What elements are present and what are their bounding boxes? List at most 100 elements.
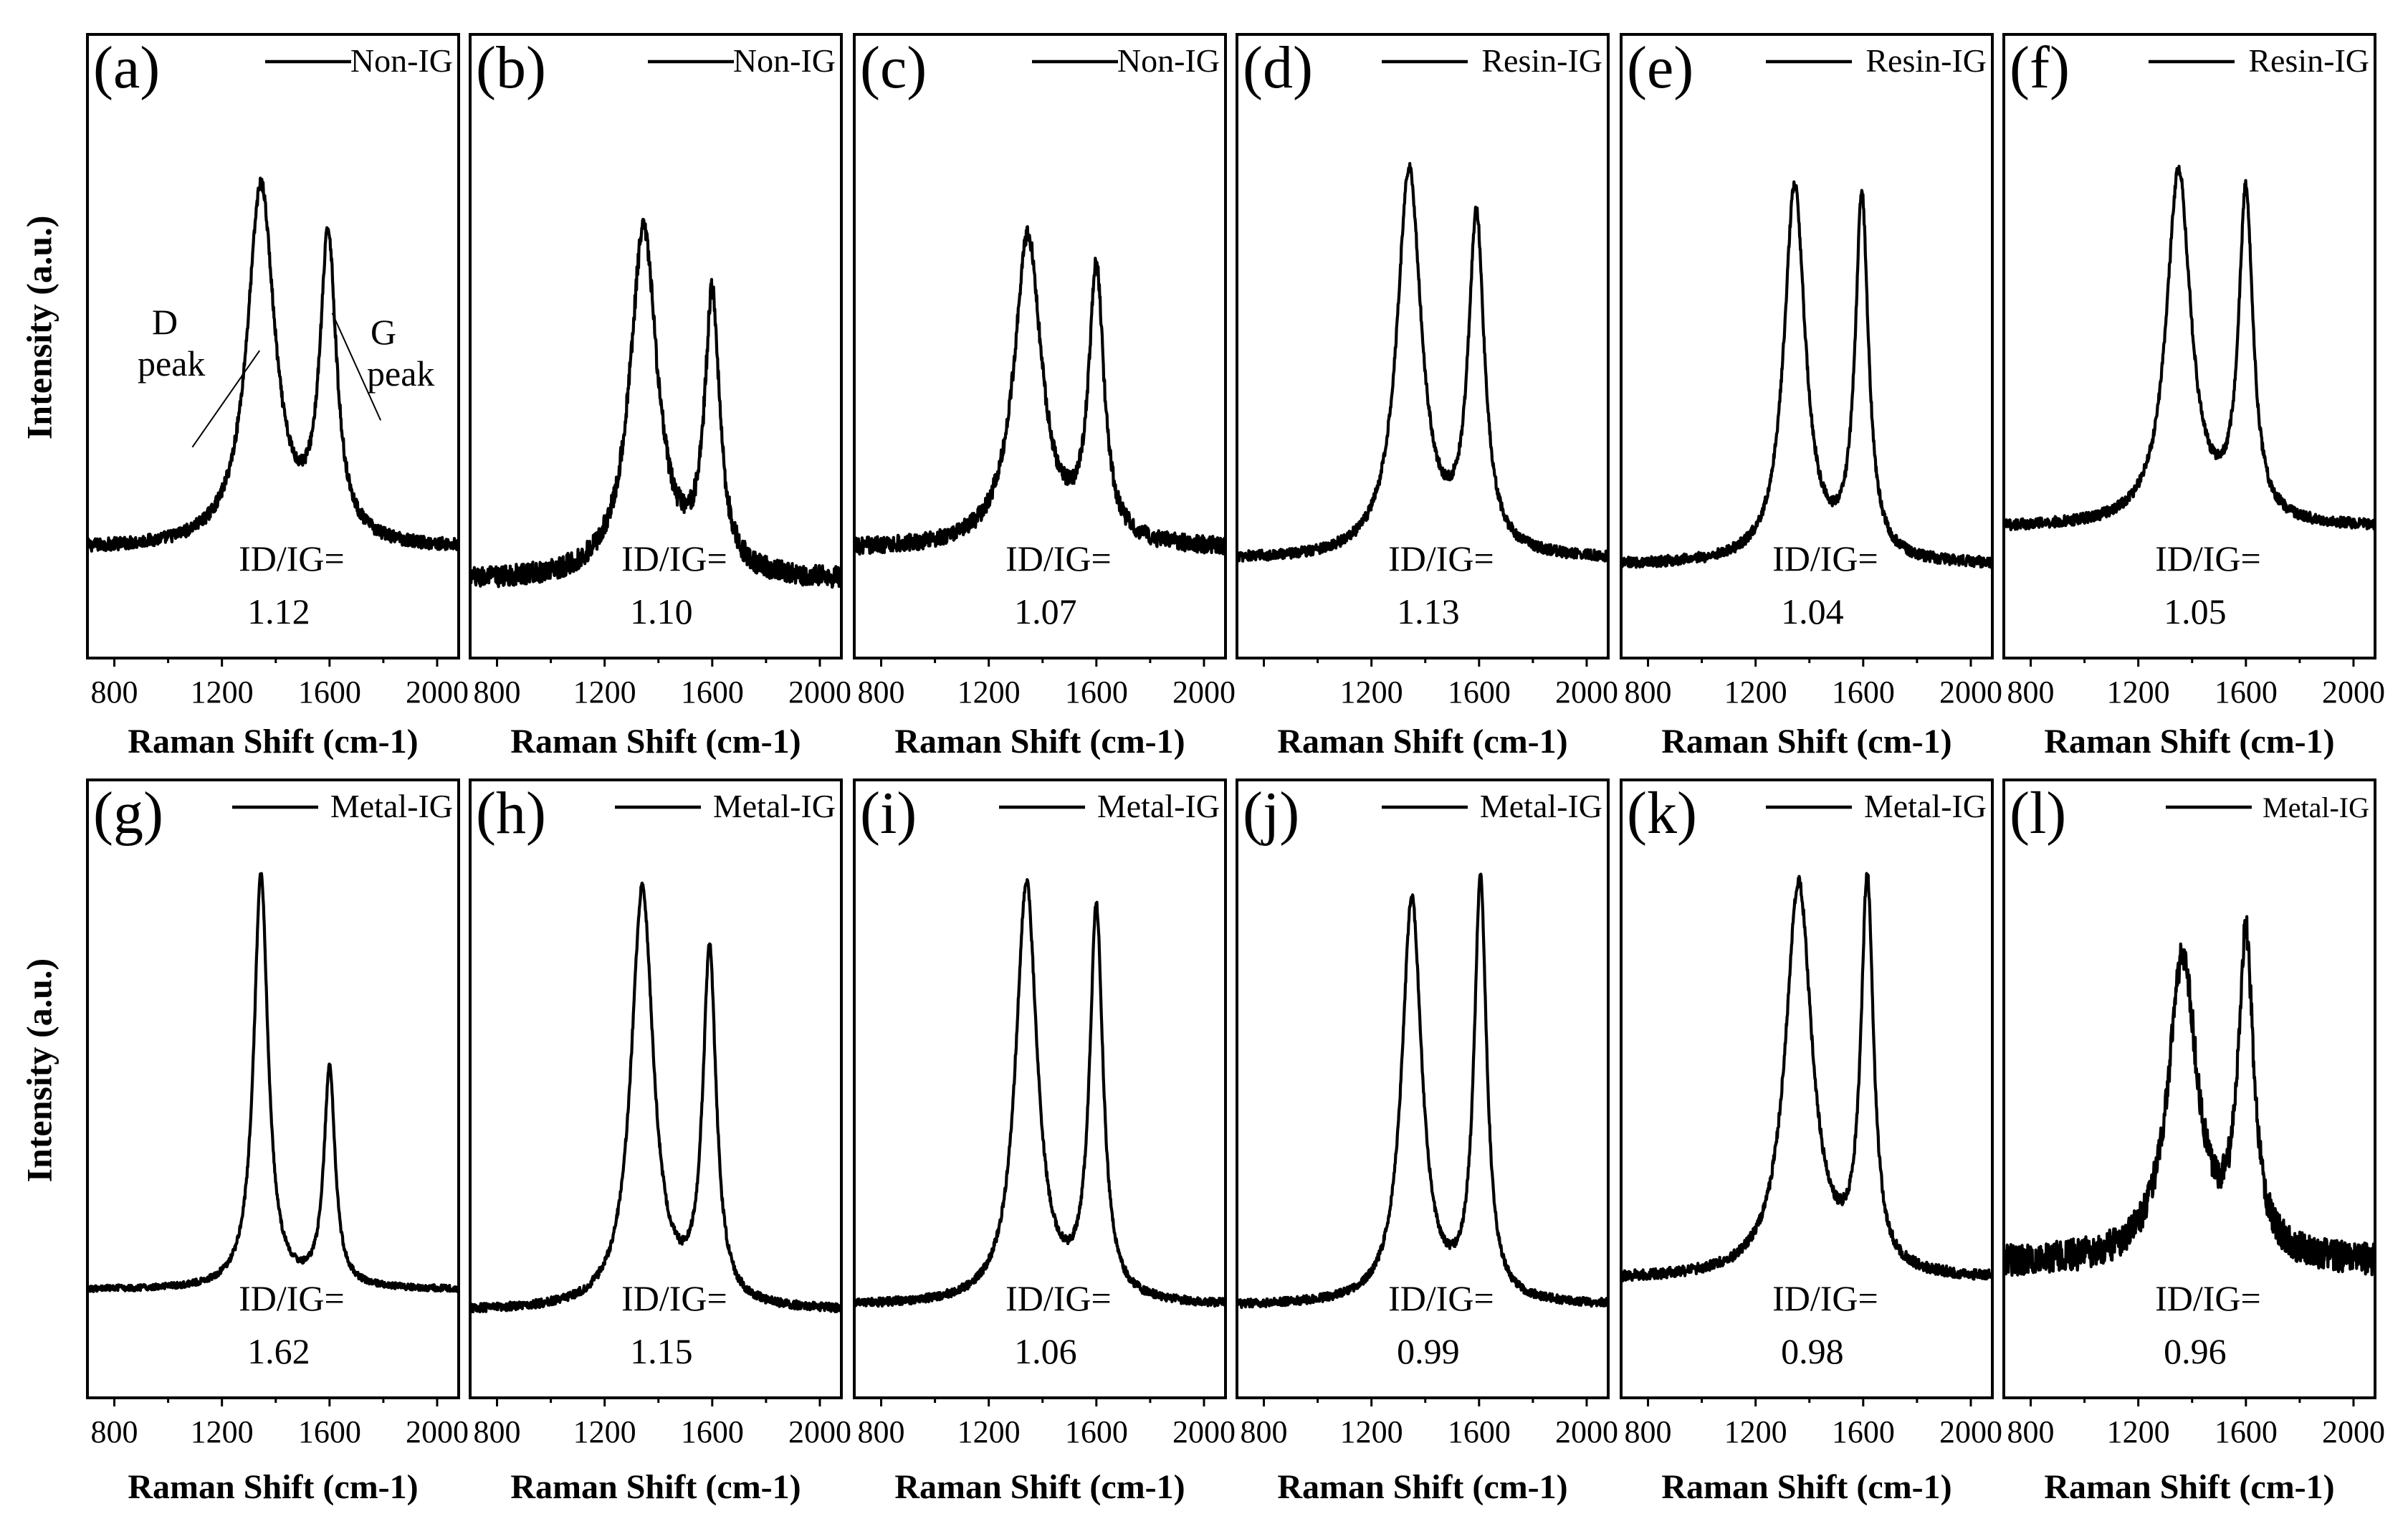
x-axis-label-text: Raman Shift (cm-1) <box>128 723 418 761</box>
spectrum-line <box>853 225 1227 556</box>
panel-a: (a) Non-IG ID/IG= 1.12 800 1200 1600 2000 Raman … <box>86 33 469 761</box>
legend-label: Metal-IG <box>1864 788 1987 824</box>
spectrum-line <box>2002 164 2376 532</box>
x-tick-label: 2000 <box>788 675 851 710</box>
spectrum-line <box>1620 872 1994 1282</box>
x-axis-label: Raman Shift (cm-1) <box>510 723 801 761</box>
ratio-label: ID/IG= <box>1005 538 1112 578</box>
x-axis-label-text: Raman Shift (cm-1) <box>1277 1468 1567 1506</box>
ratio-value: 1.12 <box>247 591 310 632</box>
x-tick-label: 1600 <box>1448 675 1511 710</box>
panel-letter: (k) <box>1627 780 1697 847</box>
panel-frame <box>86 33 460 659</box>
panel-frame <box>853 778 1227 1399</box>
x-axis-label: Raman Shift (cm-1) <box>2044 723 2334 761</box>
panel-l: (l) Metal-IG ID/IG= 0.96 800 1200 1600 2000 Rama… <box>2002 778 2385 1506</box>
x-tick-label: 800 <box>2007 1414 2055 1449</box>
ratio-value: 1.07 <box>1014 591 1077 632</box>
panel-frame <box>86 778 460 1399</box>
panel-letter: (a) <box>93 34 160 101</box>
x-tick-label: 2000 <box>1555 1414 1618 1449</box>
spectrum-line <box>1620 180 1994 569</box>
panel-d: (d) Resin-IG ID/IG= 1.13 1200 1600 2000 Raman S… <box>1236 33 1618 761</box>
x-tick-label: 800 <box>1625 1414 1672 1449</box>
x-tick-label: 1200 <box>573 675 636 710</box>
x-tick-label: 800 <box>91 1414 138 1449</box>
spectrum-line <box>2002 915 2376 1277</box>
x-tick-label: 1200 <box>1724 1414 1787 1449</box>
x-tick-label: 2000 <box>1939 1414 2002 1449</box>
panel-j: (j) Metal-IG ID/IG= 0.99 800 1200 1600 2000 Rama… <box>1236 778 1618 1506</box>
ratio-value: 1.62 <box>247 1331 310 1371</box>
x-tick-label: 2000 <box>406 675 469 710</box>
x-axis-label-text: Raman Shift (cm-1) <box>2044 1468 2334 1506</box>
y-axis-label: Intensity (a.u.) <box>19 958 59 1183</box>
x-axis-label-text: Raman Shift (cm-1) <box>510 1468 801 1506</box>
legend-label: Non-IG <box>733 42 836 79</box>
x-axis-label: Raman Shift (cm-1) <box>510 1468 801 1506</box>
panel-e: (e) Resin-IG ID/IG= 1.04 800 1200 1600 2000 Rama… <box>1620 33 2002 761</box>
x-tick-label: 800 <box>858 675 905 710</box>
ratio-label: ID/IG= <box>239 1278 345 1318</box>
panel-letter: (d) <box>1243 34 1313 101</box>
x-tick-label: 1600 <box>1832 675 1895 710</box>
x-tick-label: 1600 <box>2214 675 2278 710</box>
x-tick-label: 1600 <box>1065 1414 1128 1449</box>
ratio-label: ID/IG= <box>1772 1278 1878 1318</box>
x-tick-label: 1600 <box>2214 1414 2278 1449</box>
panel-c: (c) Non-IG ID/IG= 1.07 800 1200 1600 2000 Raman … <box>853 33 1236 761</box>
x-axis-label-text: Raman Shift (cm-1) <box>1661 723 1951 761</box>
ratio-value: 1.10 <box>630 591 693 632</box>
ratio-value: 0.96 <box>2164 1331 2227 1371</box>
panel-letter: (h) <box>476 780 546 847</box>
x-tick-label: 1600 <box>1065 675 1128 710</box>
panel-f: (f) Resin-IG ID/IG= 1.05 800 1200 1600 2000 Rama… <box>2002 33 2385 761</box>
x-tick-label: 2000 <box>2322 675 2385 710</box>
panel-frame <box>469 778 843 1399</box>
x-axis-label-text: Raman Shift (cm-1) <box>1277 723 1567 761</box>
x-tick-label: 1200 <box>1340 1414 1403 1449</box>
ratio-label: ID/IG= <box>1388 1278 1494 1318</box>
x-tick-label: 2000 <box>1172 1414 1236 1449</box>
panel-letter: (c) <box>860 34 927 101</box>
x-tick-label: 1200 <box>2107 675 2170 710</box>
x-axis-label-text: Raman Shift (cm-1) <box>2044 723 2334 761</box>
x-axis-label: Raman Shift (cm-1) <box>1661 723 1951 761</box>
x-tick-label: 2000 <box>1555 675 1618 710</box>
panel-letter: (f) <box>2010 34 2070 101</box>
panel-frame <box>2002 778 2376 1399</box>
ratio-label: ID/IG= <box>1005 1278 1112 1318</box>
x-tick-label: 800 <box>1241 1414 1288 1449</box>
panel-k: (k) Metal-IG ID/IG= 0.98 800 1200 1600 2000 Rama… <box>1620 778 2002 1506</box>
panel-g: (g) Metal-IG ID/IG= 1.62 800 1200 1600 2000 Rama… <box>86 778 469 1506</box>
d-peak-label: peak <box>138 343 205 384</box>
ratio-value: 1.04 <box>1781 591 1844 632</box>
legend-label: Metal-IG <box>1480 788 1602 824</box>
spectrum-line <box>469 881 843 1314</box>
panel-letter: (b) <box>476 34 546 101</box>
g-peak-pointer <box>331 313 382 421</box>
x-axis-label-text: Raman Shift (cm-1) <box>1661 1468 1951 1506</box>
panel-frame <box>1620 33 1994 659</box>
x-tick-label: 1200 <box>1724 675 1787 710</box>
ratio-label: ID/IG= <box>239 538 345 578</box>
x-axis-label-text: Raman Shift (cm-1) <box>894 723 1185 761</box>
ratio-label: ID/IG= <box>621 1278 727 1318</box>
spectrum-line <box>1236 872 1610 1310</box>
x-tick-label: 1600 <box>298 675 361 710</box>
panel-letter: (e) <box>1627 34 1693 101</box>
panel-i: (i) Metal-IG ID/IG= 1.06 800 1200 1600 2000 Rama… <box>853 778 1236 1506</box>
x-axis-label: Raman Shift (cm-1) <box>1661 1468 1951 1506</box>
x-tick-label: 800 <box>1625 675 1672 710</box>
ratio-value: 1.15 <box>630 1331 693 1371</box>
x-tick-label: 800 <box>2007 675 2055 710</box>
ratio-label: ID/IG= <box>621 538 727 578</box>
x-tick-label: 1600 <box>298 1414 361 1449</box>
x-tick-label: 1200 <box>1340 675 1403 710</box>
x-tick-label: 1200 <box>191 1414 254 1449</box>
panel-frame <box>1620 778 1994 1399</box>
x-axis-label-text: Raman Shift (cm-1) <box>128 1468 418 1506</box>
legend-label: Metal-IG <box>2263 791 2369 824</box>
legend-label: Metal-IG <box>330 788 453 824</box>
